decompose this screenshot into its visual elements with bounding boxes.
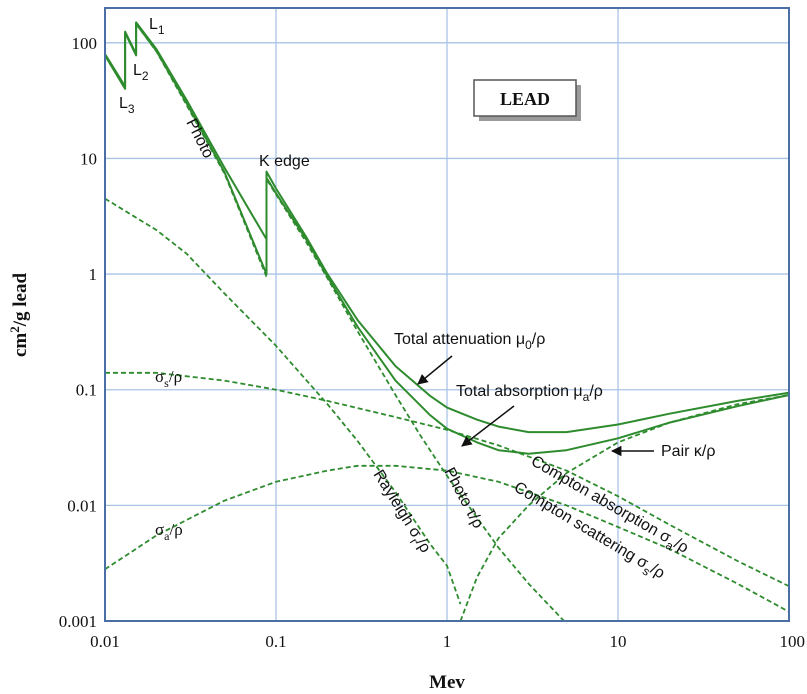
x-tick-label: 10: [610, 632, 627, 651]
l2-edge-label: L2: [133, 62, 149, 83]
series-line-rayleigh-r: [104, 197, 462, 605]
series-line-pair: [459, 394, 790, 622]
series-line-a: [104, 464, 790, 613]
total-absorption-arrow: [461, 405, 515, 447]
pair-label: Pair κ/ρ: [661, 443, 715, 460]
x-tick-label: 0.01: [90, 632, 120, 651]
curves: [104, 21, 790, 625]
x-tick-label: 100: [780, 632, 806, 651]
total-attenuation-label: Total attenuation μ0/ρ: [394, 331, 545, 352]
total-absorption-label: Total absorption μa/ρ: [456, 383, 603, 404]
y-tick-label: 100: [72, 34, 98, 53]
x-tick-label: 1: [443, 632, 452, 651]
photo-label: Photo: [182, 116, 216, 161]
y-tick-label: 10: [80, 149, 97, 168]
x-axis-label: Mev: [429, 672, 465, 693]
l3-edge-label: L3: [119, 95, 135, 116]
y-tick-label: 0.01: [67, 496, 97, 515]
lead-legend-box: LEAD: [473, 79, 581, 121]
x-tick-label: 0.1: [265, 632, 286, 651]
plot-frame: [104, 7, 790, 622]
k-edge-label: K edge: [259, 153, 310, 170]
y-tick-label: 0.001: [59, 612, 97, 631]
y-axis-label: cm2/g lead: [7, 273, 31, 358]
grid: [104, 8, 790, 622]
sigma-s-label: σs/ρ: [155, 367, 182, 390]
total-attenuation-arrow: [417, 355, 453, 385]
y-tick-label: 1: [89, 265, 98, 284]
series-line-photo: [104, 22, 568, 625]
series-line-s: [105, 371, 790, 588]
y-tick-label: 0.1: [76, 381, 97, 400]
rayleigh-label: Rayleigh σr/ρ: [366, 467, 434, 558]
lead-label: LEAD: [500, 89, 550, 109]
l1-edge-label: L1: [149, 16, 165, 37]
sigma-a-label: σa/ρ: [155, 520, 183, 543]
series-line-total-attenuation-0: [104, 21, 790, 434]
